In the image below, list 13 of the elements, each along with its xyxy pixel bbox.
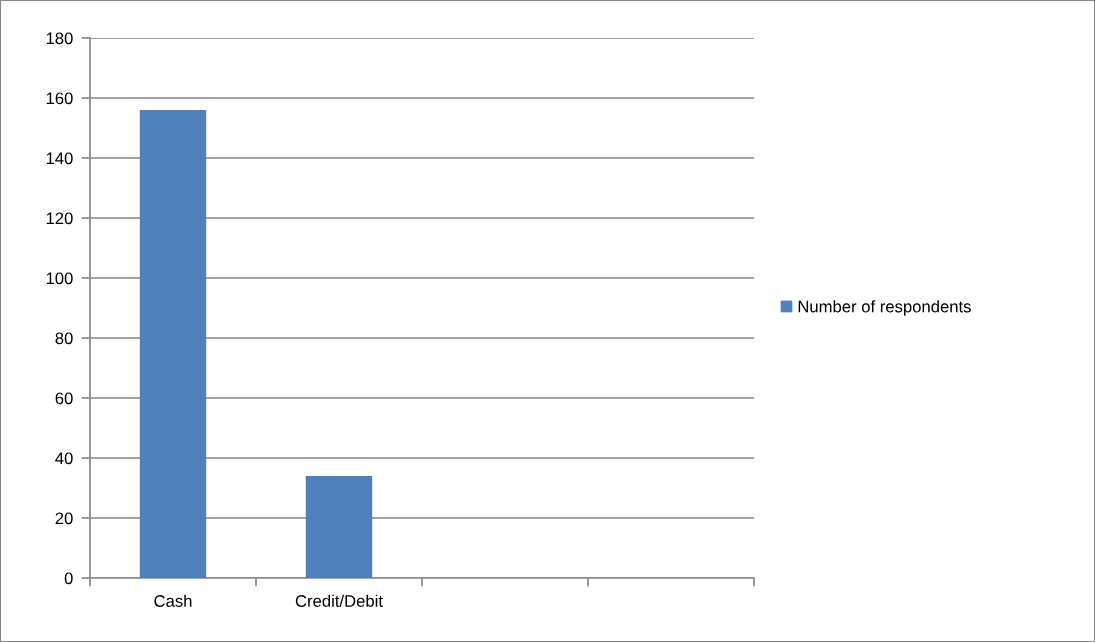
x-tick-label: Cash xyxy=(154,594,192,607)
y-tick-label: 160 xyxy=(46,92,73,105)
y-tick-label: 180 xyxy=(46,32,73,45)
x-tick-label: Credit/Debit xyxy=(295,594,383,607)
y-tick-label: 20 xyxy=(55,512,73,525)
legend-label: Number of respondents xyxy=(798,300,971,316)
y-tick-label: 120 xyxy=(46,212,73,225)
y-tick-label: 60 xyxy=(55,392,73,405)
y-tick-label: 140 xyxy=(46,152,73,165)
y-tick-label: 80 xyxy=(55,332,73,345)
y-tick-label: 40 xyxy=(55,452,73,465)
y-tick-label: 0 xyxy=(64,572,73,585)
y-tick-label: 100 xyxy=(46,272,73,285)
